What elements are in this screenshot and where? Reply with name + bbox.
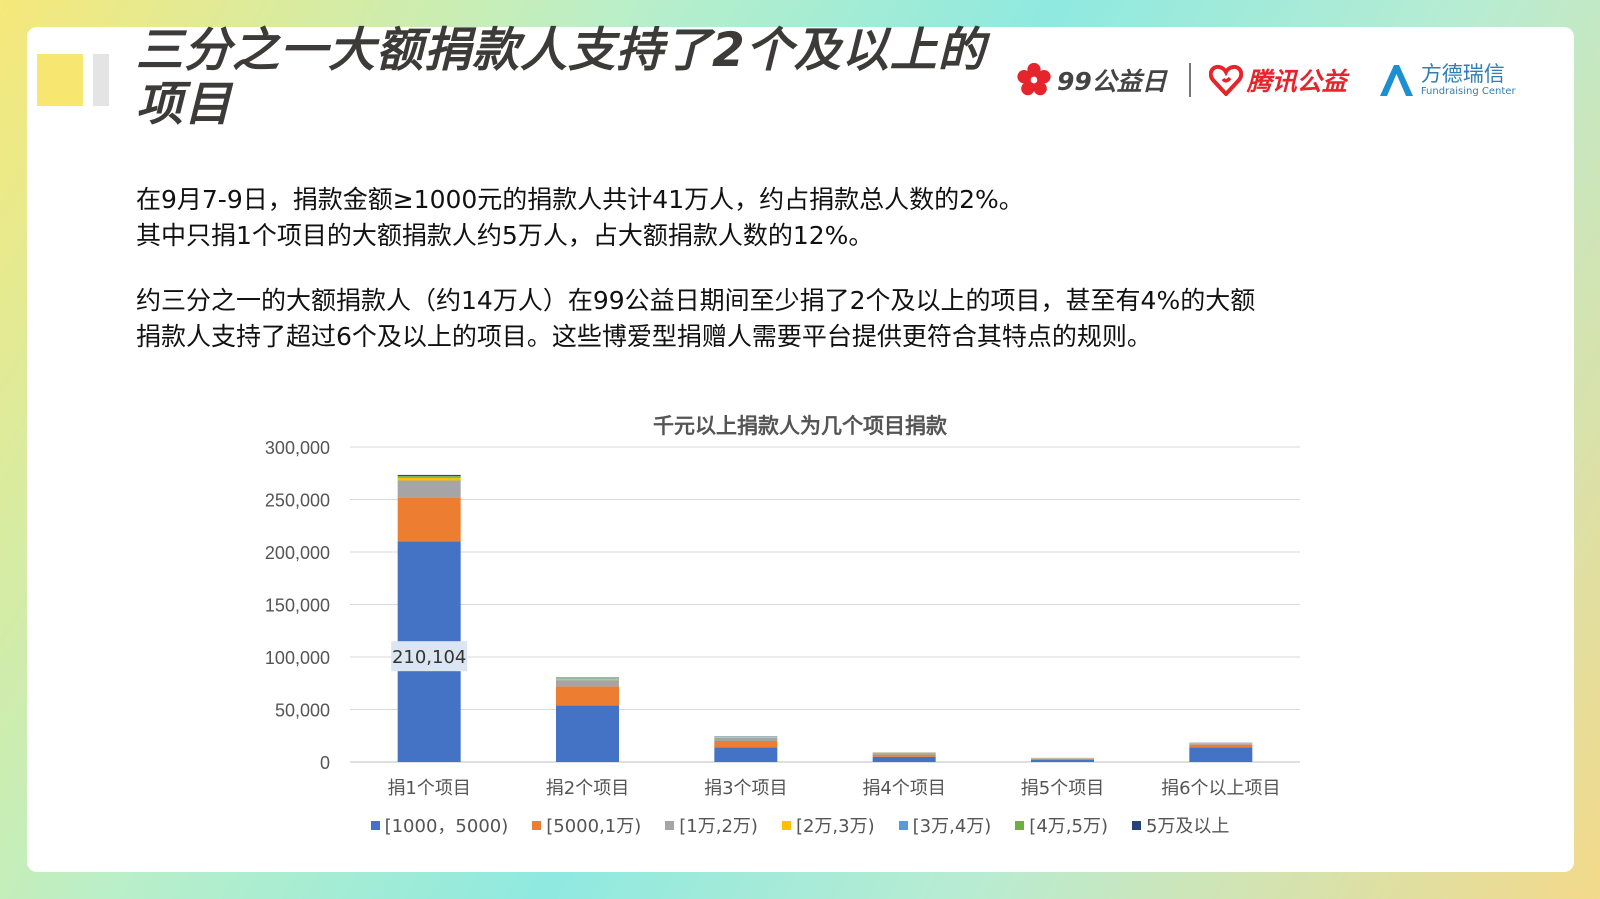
logo-fd-en: Fundraising Center: [1420, 86, 1516, 97]
paragraph1-line1: 在9月7-9日，捐款金额≥1000元的捐款人共计41万人，约占捐款总人数的2%。: [136, 185, 1024, 214]
flower-icon: [1017, 62, 1051, 96]
logo-fd-cn: 方德瑞信: [1420, 62, 1505, 86]
bar-segment: [872, 754, 936, 757]
decor-yellow-block: [37, 54, 83, 106]
legend-swatch: [370, 820, 380, 830]
bar-segment: [714, 737, 778, 741]
x-tick-label: 捐6个以上项目: [1161, 778, 1280, 799]
slide-card: [27, 27, 1574, 872]
y-tick-label: 100,000: [265, 648, 330, 668]
paragraph1-line2: 其中只捐1个项目的大额捐款人约5万人，占大额捐款人数的12%。: [136, 221, 874, 250]
legend-item: [2万,3万): [781, 812, 875, 838]
paragraph-detail: 约三分之一的大额捐款人（约14万人）在99公益日期间至少捐了2个及以上的项目，甚…: [136, 283, 1466, 355]
legend-label: [5000,1万): [546, 816, 642, 837]
bar-segment: [714, 741, 778, 748]
bar-segment: [397, 477, 461, 481]
bar-segment: [556, 705, 619, 762]
a-mark-icon: [1379, 65, 1413, 96]
x-tick-label: 捐3个项目: [704, 778, 787, 799]
x-tick-label: 捐5个项目: [1021, 778, 1104, 799]
page-title: 三分之一大额捐款人支持了2个及以上的项目: [136, 23, 986, 132]
paragraph2-line1: 约三分之一的大额捐款人（约14万人）在99公益日期间至少捐了2个及以上的项目，甚…: [136, 286, 1256, 315]
logo-tencent-charity: 腾讯公益: [1208, 62, 1347, 98]
legend-swatch: [781, 820, 791, 830]
legend-item: [3万,4万): [898, 812, 992, 838]
y-tick-label: 0: [320, 753, 330, 773]
y-tick-label: 300,000: [265, 438, 330, 458]
logo-99-gongyiri: 99公益日: [1015, 61, 1167, 99]
bar-segment: [714, 737, 778, 738]
legend-label: [2万,3万): [795, 816, 875, 837]
legend-item: [5000,1万): [532, 812, 641, 838]
bar-segment: [714, 747, 778, 762]
legend-label: [1万,2万): [679, 816, 758, 837]
paragraph-summary: 在9月7-9日，捐款金额≥1000元的捐款人共计41万人，约占捐款总人数的2%。…: [136, 182, 1466, 254]
legend-swatch: [532, 820, 542, 830]
bar-segment: [397, 474, 461, 476]
legend-swatch: [898, 820, 908, 830]
bar-segment: [397, 497, 461, 542]
bar-segment: [1031, 758, 1094, 760]
bar-segment: [1189, 747, 1253, 762]
bar-segment: [556, 678, 619, 679]
logo-tencent-text: 腾讯公益: [1246, 67, 1347, 96]
heart-icon: [1208, 64, 1243, 96]
x-tick-label: 捐2个项目: [546, 778, 629, 799]
y-tick-label: 200,000: [265, 543, 330, 563]
legend-label: [1000，5000): [384, 816, 509, 837]
legend-item: [1000，5000): [370, 812, 509, 838]
logo-strip: 99公益日 腾讯公益 方德瑞信 Fundraising Center: [1015, 55, 1516, 105]
bar-segment: [1189, 743, 1253, 745]
logo-fundraising-center: 方德瑞信 Fundraising Center: [1377, 62, 1516, 98]
decor-gray-bar: [93, 54, 109, 106]
chart-legend: [1000，5000) [5000,1万) [1万,2万) [2万,3万) [3万,4万…: [0, 812, 1600, 838]
data-label: 210,104: [392, 647, 466, 668]
bar-segment: [872, 756, 936, 762]
bar-segment: [1031, 758, 1094, 759]
logo-99-text: 99公益日: [1057, 67, 1167, 96]
bar-segment: [1189, 744, 1253, 748]
bar-segment: [556, 678, 619, 681]
legend-swatch: [1131, 820, 1141, 830]
y-tick-label: 250,000: [265, 491, 330, 511]
bar-segment: [556, 686, 619, 706]
bar-segment: [397, 480, 461, 498]
logo-divider: [1188, 63, 1191, 97]
chart-title: 千元以上捐款人为几个项目捐款: [653, 414, 947, 438]
bar-segment: [556, 680, 619, 687]
bar-segment: [397, 476, 461, 478]
bar-segment: [397, 475, 461, 477]
x-tick-label: 捐1个项目: [387, 778, 470, 799]
paragraph2-line2: 捐款人支持了超过6个及以上的项目。这些博爱型捐赠人需要平台提供更符合其特点的规则…: [136, 322, 1152, 351]
legend-swatch: [665, 820, 675, 830]
y-tick-label: 150,000: [265, 596, 330, 616]
legend-label: 5万及以上: [1145, 816, 1230, 837]
legend-item: [1万,2万): [665, 812, 758, 838]
legend-label: [4万,5万): [1029, 816, 1108, 837]
bar-segment: [1031, 759, 1094, 762]
legend-item: [4万,5万): [1015, 812, 1108, 838]
bar-segment: [872, 753, 936, 755]
y-tick-label: 50,000: [275, 701, 330, 721]
legend-label: [3万,4万): [912, 816, 992, 837]
legend-swatch: [1015, 820, 1025, 830]
x-tick-label: 捐4个项目: [862, 778, 945, 799]
data-label-box: [391, 641, 468, 672]
legend-item: 5万及以上: [1131, 812, 1230, 838]
